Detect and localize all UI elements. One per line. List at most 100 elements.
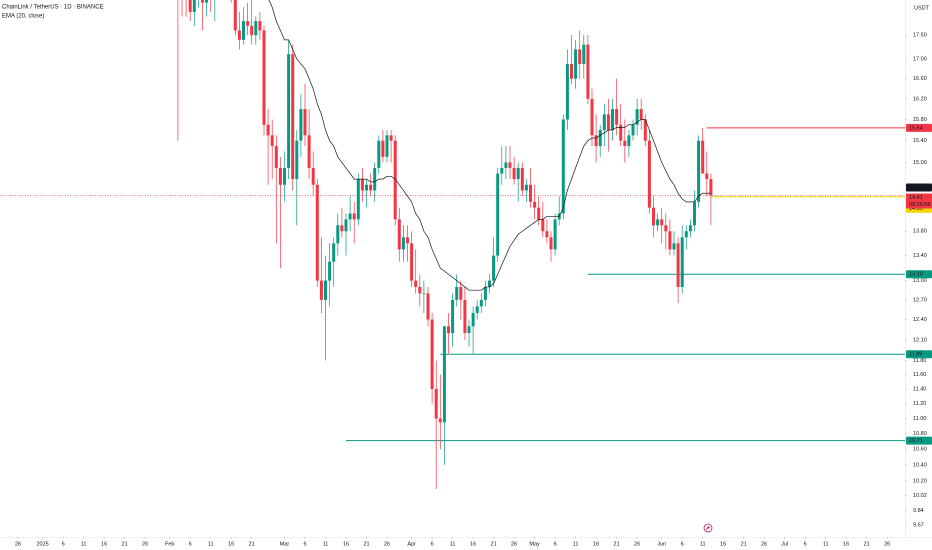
candle-body	[516, 167, 520, 180]
x-tick-label: 11	[208, 541, 214, 547]
event-icon-glyph	[705, 525, 711, 531]
x-tick-label: Jun	[657, 541, 666, 547]
candle-body	[512, 167, 516, 180]
crosshair-price-label: 14.55	[909, 185, 923, 191]
candle-body	[188, 0, 192, 12]
candle-body	[668, 231, 672, 250]
price-badge	[906, 123, 932, 132]
y-tick-label: 11.20	[913, 401, 926, 407]
last-price-badge	[906, 193, 932, 209]
candle-body	[422, 293, 426, 295]
candle-body	[430, 319, 434, 390]
y-tick-label: 10.40	[913, 462, 927, 468]
candle-body	[701, 140, 705, 174]
axes: 17.50 17.00 16.60 16.20 15.80 15.40 15.00 13.80…	[15, 33, 932, 547]
candle-body	[352, 213, 356, 220]
price-badge-label: 14.39	[909, 206, 923, 212]
y-tick-label: 10.60	[913, 447, 927, 453]
x-tick-label: 21	[122, 541, 128, 547]
candle-body	[660, 219, 664, 226]
x-tick-label: 11	[573, 541, 579, 547]
x-tick-label: 26	[15, 541, 21, 547]
candle-body	[586, 44, 590, 99]
x-tick-label: 6	[62, 541, 65, 547]
candle-body	[344, 219, 348, 232]
x-tick-label: 26	[384, 541, 390, 547]
candle-body	[537, 207, 541, 220]
x-tick-label: 21	[363, 541, 369, 547]
candle-body	[570, 63, 573, 79]
candle-body	[356, 179, 360, 220]
candle-body	[709, 179, 713, 196]
x-tick-label: 11	[700, 541, 706, 547]
y-tick-label: 9.67	[913, 522, 924, 528]
x-tick-label: Feb	[165, 541, 174, 547]
candle-body	[664, 225, 668, 232]
candle-body	[602, 114, 606, 131]
candle-body	[615, 109, 619, 125]
x-tick-label: 21	[491, 541, 497, 547]
candle-body	[598, 130, 602, 147]
candle-body	[561, 119, 565, 214]
candle-body	[442, 326, 446, 423]
candle-body	[496, 173, 500, 256]
candle-body	[529, 184, 532, 202]
x-tick-label: 6	[303, 541, 306, 547]
candle-body	[500, 167, 504, 174]
y-tick-label: 11.80	[913, 358, 926, 364]
candle-body	[270, 135, 274, 147]
x-tick-label: 26	[761, 541, 767, 547]
candle-body	[508, 162, 512, 168]
price-badge-label: 10.71	[909, 438, 923, 444]
candle-body	[574, 49, 578, 79]
currency-label: USDT	[914, 5, 930, 11]
candle-body	[463, 299, 467, 334]
candle-body	[483, 286, 487, 300]
candle-body	[639, 109, 643, 120]
x-tick-label: 16	[343, 541, 349, 547]
y-tick-label: 17.50	[913, 33, 927, 39]
y-tick-label: 15.40	[913, 138, 927, 144]
candle-body	[311, 167, 315, 185]
x-tick-label: 6	[681, 541, 684, 547]
candle-body	[565, 63, 569, 120]
candle-body	[467, 326, 471, 334]
candle-body	[684, 231, 688, 238]
candle-body	[319, 280, 323, 300]
candle-body	[266, 124, 270, 136]
candle-body	[205, 0, 209, 3]
candle-body	[582, 44, 586, 64]
candle-body	[233, 0, 237, 31]
price-badge	[906, 436, 932, 445]
x-tick-label: 26	[884, 541, 890, 547]
y-tick-label: 9.84	[913, 508, 924, 514]
x-tick-label: 11	[823, 541, 829, 547]
x-tick-label: 26	[511, 541, 517, 547]
candle-body	[438, 418, 442, 423]
countdown-label: 09:25:58	[909, 202, 930, 208]
candle-body	[262, 30, 266, 125]
candle-body	[397, 219, 401, 250]
candle-body	[237, 30, 241, 40]
x-tick-label: Mar	[280, 541, 290, 547]
y-tick-label: 16.60	[913, 76, 927, 82]
candle-body	[488, 280, 491, 287]
event-icon[interactable]	[703, 523, 713, 533]
candle-body	[705, 173, 709, 180]
x-tick-label: 16	[720, 541, 726, 547]
y-tick-label: 11.40	[913, 386, 926, 392]
price-badge-label: 13.10	[909, 272, 923, 278]
y-tick-label: 13.40	[913, 253, 927, 259]
x-tick-label: Jul	[781, 541, 788, 547]
candle-body	[533, 201, 537, 208]
y-tick-label: 15.80	[913, 117, 927, 123]
candle-body	[258, 21, 262, 31]
x-tick-label: May	[529, 541, 540, 547]
y-tick-label: 13.80	[913, 229, 927, 235]
y-tick-label: 12.10	[913, 337, 927, 343]
candle-body	[385, 135, 389, 157]
candle-body	[246, 21, 250, 26]
price-badge-label: 11.89	[909, 352, 922, 358]
x-tick-label: 21	[614, 541, 620, 547]
